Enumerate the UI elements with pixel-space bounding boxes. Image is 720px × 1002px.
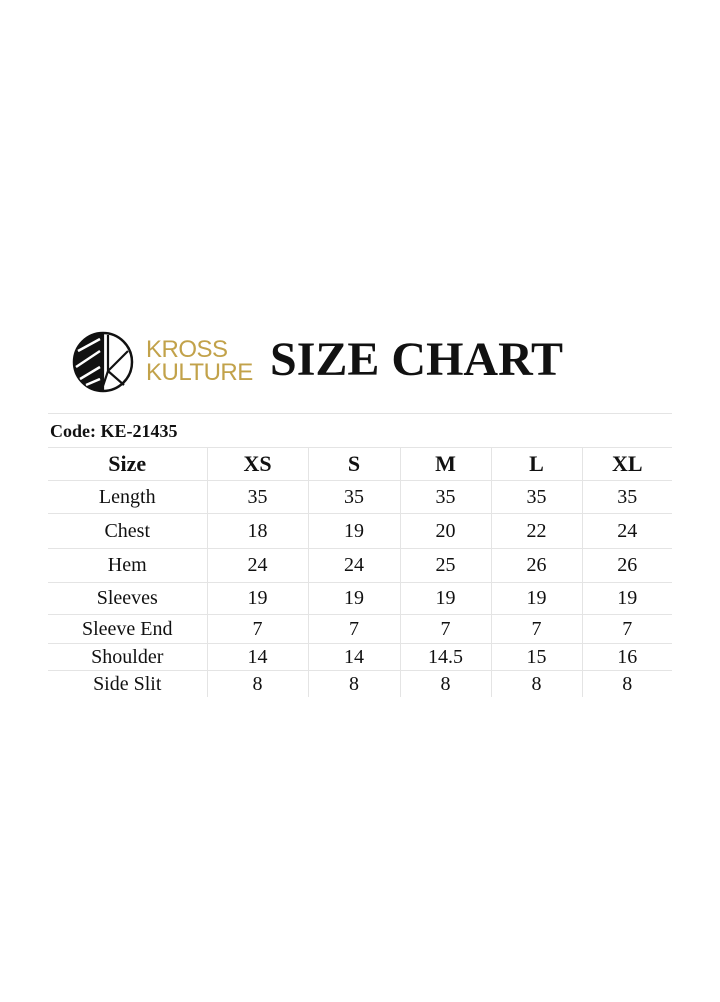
size-table: Size XS S M L XL Length 35 35 35 35 35 Chest 18 19 20 22… [48,447,672,697]
cell-value: 35 [207,480,309,514]
cell-value: XL [582,447,672,481]
brand-name: KROSS KULTURE [146,336,253,386]
cell-value: 19 [491,582,583,615]
cell-value: 35 [491,480,583,514]
cell-value: 14 [308,643,401,671]
row-label: Sleeves [48,582,208,615]
table-header-row: Size XS S M L XL [48,447,672,481]
cell-value: 24 [582,513,672,549]
cell-value: 8 [491,670,583,697]
brand-line-1: KROSS [146,336,228,363]
table-row: Sleeves 19 19 19 19 19 [48,582,672,615]
cell-value: 7 [491,614,583,644]
table-row: Shoulder 14 14 14.5 15 16 [48,643,672,671]
row-label: Chest [48,513,208,549]
kross-kulture-logo-icon [72,331,134,393]
table-row: Side Slit 8 8 8 8 8 [48,670,672,697]
cell-value: 35 [582,480,672,514]
cell-value: M [400,447,492,481]
row-label: Sleeve End [48,614,208,644]
cell-value: 14 [207,643,309,671]
cell-value: 8 [207,670,309,697]
cell-value: 35 [400,480,492,514]
cell-value: XS [207,447,309,481]
cell-value: 14.5 [400,643,492,671]
cell-value: 26 [491,548,583,583]
cell-value: 7 [400,614,492,644]
table-row: Chest 18 19 20 22 24 [48,513,672,549]
cell-value: 24 [207,548,309,583]
cell-value: 7 [207,614,309,644]
cell-value: 15 [491,643,583,671]
cell-value: 7 [582,614,672,644]
row-label: Size [48,447,208,481]
row-label: Shoulder [48,643,208,671]
cell-value: 8 [308,670,401,697]
cell-value: L [491,447,583,481]
cell-value: 7 [308,614,401,644]
cell-value: 19 [308,582,401,615]
cell-value: 19 [400,582,492,615]
cell-value: 19 [207,582,309,615]
cell-value: 19 [308,513,401,549]
row-label: Side Slit [48,670,208,697]
cell-value: 18 [207,513,309,549]
divider [48,413,672,414]
row-label: Length [48,480,208,514]
table-row: Hem 24 24 25 26 26 [48,548,672,583]
row-label: Hem [48,548,208,583]
table-row: Length 35 35 35 35 35 [48,480,672,514]
cell-value: 16 [582,643,672,671]
cell-value: 19 [582,582,672,615]
cell-value: 25 [400,548,492,583]
cell-value: 8 [400,670,492,697]
table-row: Sleeve End 7 7 7 7 7 [48,614,672,644]
cell-value: 22 [491,513,583,549]
cell-value: 26 [582,548,672,583]
product-code: Code: KE-21435 [50,421,178,441]
cell-value: S [308,447,401,481]
page-title: SIZE CHART [270,333,564,386]
cell-value: 8 [582,670,672,697]
brand-line-2: KULTURE [146,359,253,386]
cell-value: 24 [308,548,401,583]
cell-value: 20 [400,513,492,549]
cell-value: 35 [308,480,401,514]
